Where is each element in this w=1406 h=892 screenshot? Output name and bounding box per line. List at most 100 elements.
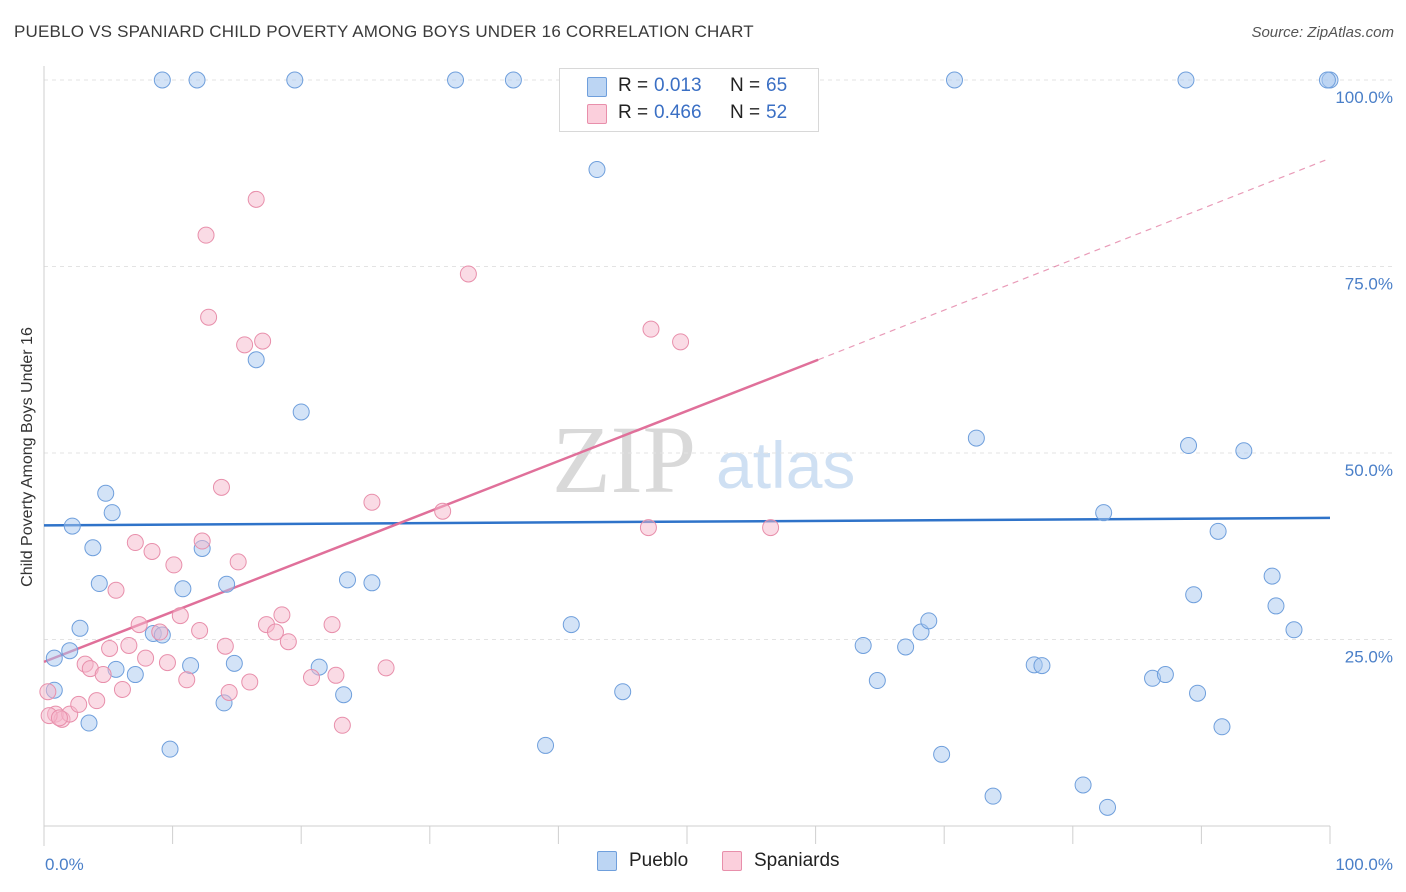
- pueblo-point: [90, 575, 108, 593]
- pueblo-point: [504, 71, 522, 89]
- spaniards-point: [279, 633, 297, 651]
- gridlines: [44, 79, 1392, 640]
- pueblo-point: [1263, 567, 1281, 585]
- pueblo-point: [868, 672, 886, 690]
- pueblo-point: [945, 71, 963, 89]
- pueblo-point: [1177, 71, 1195, 89]
- source-label: Source: ZipAtlas.com: [1251, 24, 1394, 41]
- pueblo-point: [335, 686, 353, 704]
- pueblo-point: [967, 429, 985, 447]
- legend-r-value: 0.466: [654, 102, 702, 123]
- spaniards-point: [130, 616, 148, 634]
- spaniards-point: [113, 680, 131, 698]
- pueblo-point: [1156, 666, 1174, 684]
- pueblo-point: [1099, 798, 1117, 816]
- y-tick-label: 50.0%: [1345, 461, 1393, 480]
- spaniards-point: [642, 320, 660, 338]
- spaniards-point: [672, 333, 690, 351]
- pueblo-point: [126, 666, 144, 684]
- spaniards-point: [363, 493, 381, 511]
- pueblo-point: [920, 612, 938, 630]
- pueblo-point: [97, 484, 115, 502]
- pueblo-point: [614, 683, 632, 701]
- chart-title: PUEBLO VS SPANIARD CHILD POVERTY AMONG B…: [14, 22, 754, 41]
- legend-label-pueblo: Pueblo: [629, 850, 689, 871]
- spaniards-point: [639, 519, 657, 537]
- watermark-atlas: atlas: [716, 428, 855, 502]
- pueblo-point: [537, 736, 555, 754]
- pueblo-point: [984, 787, 1002, 805]
- spaniards-point: [70, 695, 88, 713]
- pueblo-point: [286, 71, 304, 89]
- pueblo-point: [71, 619, 89, 637]
- legend-item-pueblo: Pueblo: [597, 850, 688, 872]
- spaniards-point: [241, 673, 259, 691]
- pueblo-point: [1180, 437, 1198, 455]
- spaniards-point: [120, 636, 138, 654]
- trend-lines: [43, 157, 1331, 664]
- spaniards-point: [137, 649, 155, 667]
- pueblo-point: [363, 574, 381, 592]
- pueblo-point: [218, 575, 236, 593]
- pueblo-point: [1185, 586, 1203, 604]
- spaniards-point: [247, 190, 265, 208]
- data-points: [39, 71, 1339, 816]
- watermark-zip: ZIP: [552, 406, 696, 513]
- pueblo-trend-line: [43, 516, 1331, 527]
- pueblo-point: [188, 71, 206, 89]
- spaniards-point: [178, 671, 196, 689]
- pueblo-point: [897, 638, 915, 656]
- spaniards-point: [302, 669, 320, 687]
- pueblo-point: [933, 745, 951, 763]
- pueblo-point: [161, 740, 179, 758]
- spaniards-point: [236, 336, 254, 354]
- pueblo-point: [84, 539, 102, 557]
- legend-swatch-spaniards: [587, 104, 607, 124]
- pueblo-point: [1267, 597, 1285, 615]
- watermark: ZIP atlas: [552, 406, 855, 513]
- pueblo-point: [45, 649, 63, 667]
- legend-swatch-spaniards: [722, 851, 742, 871]
- spaniards-point: [107, 581, 125, 599]
- spaniards-point: [158, 654, 176, 672]
- legend-r-label: R =: [618, 75, 649, 96]
- legend-n-label: N =: [730, 102, 761, 123]
- spaniards-point: [151, 623, 169, 641]
- spaniards-point: [459, 265, 477, 283]
- spaniards-point: [200, 308, 218, 326]
- pueblo-point: [447, 71, 465, 89]
- spaniards-point: [193, 532, 211, 550]
- y-tick-label: 75.0%: [1345, 275, 1393, 294]
- x-tick-label: 100.0%: [1335, 855, 1393, 874]
- pueblo-point: [63, 517, 81, 535]
- spaniards-point: [327, 666, 345, 684]
- y-tick-label: 25.0%: [1345, 648, 1393, 667]
- spaniards-point: [88, 692, 106, 710]
- spaniards-point: [333, 716, 351, 734]
- spaniards-point: [273, 606, 291, 624]
- pueblo-point: [1033, 657, 1051, 675]
- spaniards-trend-extension: [817, 157, 1331, 361]
- pueblo-point: [174, 580, 192, 598]
- pueblo-point: [80, 714, 98, 732]
- spaniards-point: [323, 616, 341, 634]
- spaniards-point: [143, 542, 161, 560]
- x-tick-label: 0.0%: [45, 855, 84, 874]
- legend-r-value: 0.013: [654, 75, 702, 96]
- spaniards-point: [191, 622, 209, 640]
- pueblo-point: [182, 657, 200, 675]
- pueblo-point: [1285, 621, 1303, 639]
- legend-swatch-pueblo: [587, 77, 607, 97]
- pueblo-point: [1189, 684, 1207, 702]
- spaniards-point: [50, 709, 68, 727]
- pueblo-point: [153, 71, 171, 89]
- legend-n-value: 65: [766, 75, 788, 96]
- spaniards-point: [762, 519, 780, 537]
- legend-swatch-pueblo: [597, 851, 617, 871]
- pueblo-point: [1318, 71, 1336, 89]
- spaniards-point: [212, 478, 230, 496]
- pueblo-point: [1209, 522, 1227, 540]
- pueblo-point: [61, 642, 79, 660]
- spaniards-point: [94, 666, 112, 684]
